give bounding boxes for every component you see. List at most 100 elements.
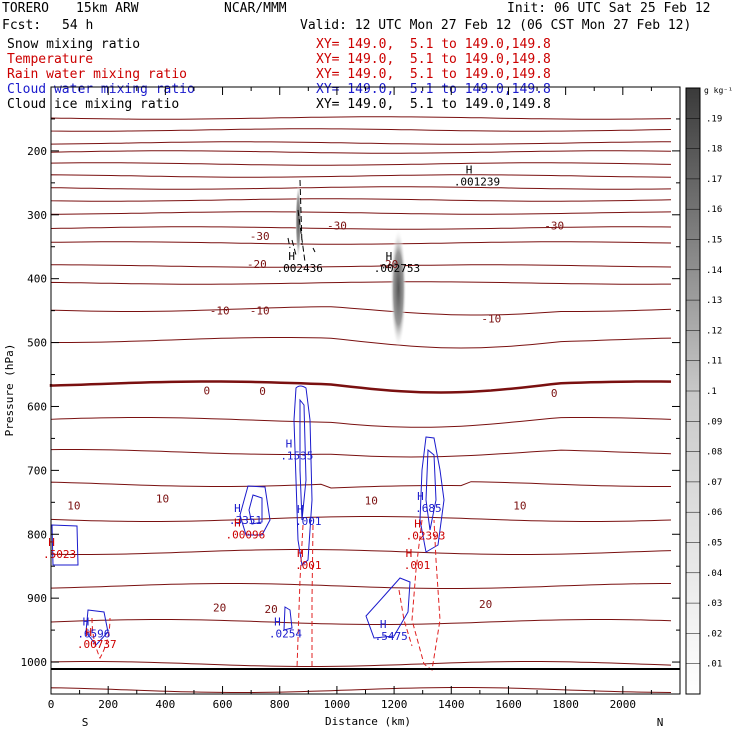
- y-tick-label: 600: [27, 400, 47, 413]
- cloud-water-contour: [425, 448, 437, 531]
- colorbar-tick-label: .02: [706, 629, 722, 639]
- temperature-label: 0: [259, 385, 266, 398]
- cloud-water-contour: [283, 606, 293, 631]
- max-marker: H: [417, 490, 424, 503]
- isotherm-line: [49, 380, 672, 394]
- isotherm-line: [50, 661, 672, 667]
- max-value-label: .685: [415, 502, 442, 515]
- y-tick-label: 300: [27, 209, 47, 222]
- x-tick-label: 200: [98, 698, 118, 711]
- x-tick-label: 400: [155, 698, 175, 711]
- isotherm-line: [50, 417, 672, 428]
- colorbar-tick-label: .17: [706, 175, 722, 185]
- colorbar-tick-label: .01: [706, 660, 722, 670]
- isotherm-line: [50, 174, 672, 178]
- x-tick-label: 1400: [438, 698, 465, 711]
- temperature-label: 20: [265, 603, 278, 616]
- rain-water-contour: [398, 589, 413, 647]
- x-tick-label: 1600: [495, 698, 522, 711]
- colorbar-unit: g kg⁻¹: [704, 86, 733, 95]
- isotherm-line: [50, 449, 672, 458]
- header-model: TORERO: [2, 1, 49, 16]
- temperature-label: -30: [250, 230, 270, 243]
- x-tick-label: 600: [213, 698, 233, 711]
- legend-temperature-label: Temperature: [7, 52, 94, 67]
- max-marker: H: [386, 250, 393, 263]
- x-tick-label: 1000: [324, 698, 351, 711]
- max-marker: H: [380, 618, 387, 631]
- colorbar-tick-label: .13: [706, 296, 722, 306]
- max-value-label: .5023: [43, 548, 76, 561]
- isotherm-line: [50, 211, 672, 215]
- x-end-right-label: N: [657, 716, 664, 729]
- plot-frame: [50, 86, 681, 695]
- header-init: Init: 06 UTC Sat 25 Feb 12: [507, 1, 711, 16]
- y-tick-label: 800: [27, 528, 47, 541]
- legend-cloud-water-range: XY= 149.0, 5.1 to 149.0,149.8: [316, 82, 551, 97]
- isotherm-line: [50, 481, 671, 489]
- isotherm-line: [50, 337, 672, 349]
- rain-water-contour: [91, 617, 111, 660]
- colorbar-tick-label: .09: [706, 417, 722, 427]
- max-value-label: .001: [404, 559, 431, 572]
- rain-water-contour: [411, 519, 441, 671]
- max-value-label: .02393: [406, 530, 446, 543]
- cloud-ice-shading: [390, 228, 407, 349]
- colorbar-tick-label: .06: [706, 508, 722, 518]
- max-value-label: .001: [295, 515, 322, 528]
- colorbar-tick-label: .04: [706, 569, 722, 579]
- isotherm-line: [50, 226, 672, 230]
- cloud-water-contour: [239, 485, 271, 536]
- max-value-label: .001: [295, 559, 322, 572]
- colorbar-tick-label: .07: [706, 478, 722, 488]
- max-marker: H: [286, 438, 293, 451]
- isotherm-line: [50, 619, 672, 625]
- isotherm-line: [50, 583, 671, 589]
- temperature-label: -10: [250, 305, 270, 318]
- isotherm-line: [50, 264, 672, 268]
- temperature-label: 20: [213, 602, 226, 615]
- temperature-label: 10: [67, 500, 80, 513]
- max-marker: H: [83, 615, 90, 628]
- temperature-label: -30: [327, 220, 347, 233]
- max-marker: H: [466, 164, 473, 177]
- colorbar-tick-label: .08: [706, 448, 722, 458]
- header-valid: Valid: 12 UTC Mon 27 Feb 12 (06 CST Mon …: [300, 18, 692, 33]
- cloud-water-contour: [248, 494, 263, 525]
- x-tick-label: 800: [270, 698, 290, 711]
- x-end-left-label: S: [82, 716, 89, 729]
- max-value-label: .0254: [269, 627, 302, 640]
- legend-snow-label: Snow mixing ratio: [7, 37, 141, 52]
- temperature-label: 10: [513, 500, 526, 513]
- cloud-water-contour: [419, 436, 445, 553]
- colorbar-tick-label: .05: [706, 539, 722, 549]
- max-marker: H: [48, 536, 55, 549]
- max-value-label: .6596: [77, 627, 110, 640]
- x-tick-label: 1200: [381, 698, 408, 711]
- max-value-label: .1535: [280, 450, 313, 463]
- colorbar-tick-label: .15: [706, 236, 722, 246]
- snow-contour: [287, 179, 316, 263]
- isotherm-line: [50, 516, 672, 522]
- legend-rain-label: Rain water mixing ratio: [7, 67, 188, 82]
- max-marker: H: [234, 516, 241, 529]
- temperature-label: 20: [479, 598, 492, 611]
- legend-temperature-range: XY= 149.0, 5.1 to 149.0,149.8: [316, 52, 551, 67]
- max-marker: H: [414, 518, 421, 531]
- y-tick-label: 700: [27, 464, 47, 477]
- temperature-label: 10: [156, 492, 169, 505]
- y-tick-label: 400: [27, 273, 47, 286]
- temperature-label: -30: [544, 220, 564, 233]
- temperature-label: 10: [365, 494, 378, 507]
- y-axis-title: Pressure (hPa): [3, 344, 16, 437]
- legend-cloud-ice-range: XY= 149.0, 5.1 to 149.0,149.8: [316, 97, 551, 112]
- x-tick-label: 1800: [552, 698, 579, 711]
- isotherm-line: [50, 198, 672, 202]
- header-resolution: 15km ARW: [76, 1, 139, 16]
- x-tick-label: 2000: [610, 698, 637, 711]
- temperature-label: -20: [378, 258, 398, 271]
- y-tick-label: 900: [27, 592, 47, 605]
- max-value-label: .00096: [226, 528, 266, 541]
- isotherm-line: [50, 128, 672, 132]
